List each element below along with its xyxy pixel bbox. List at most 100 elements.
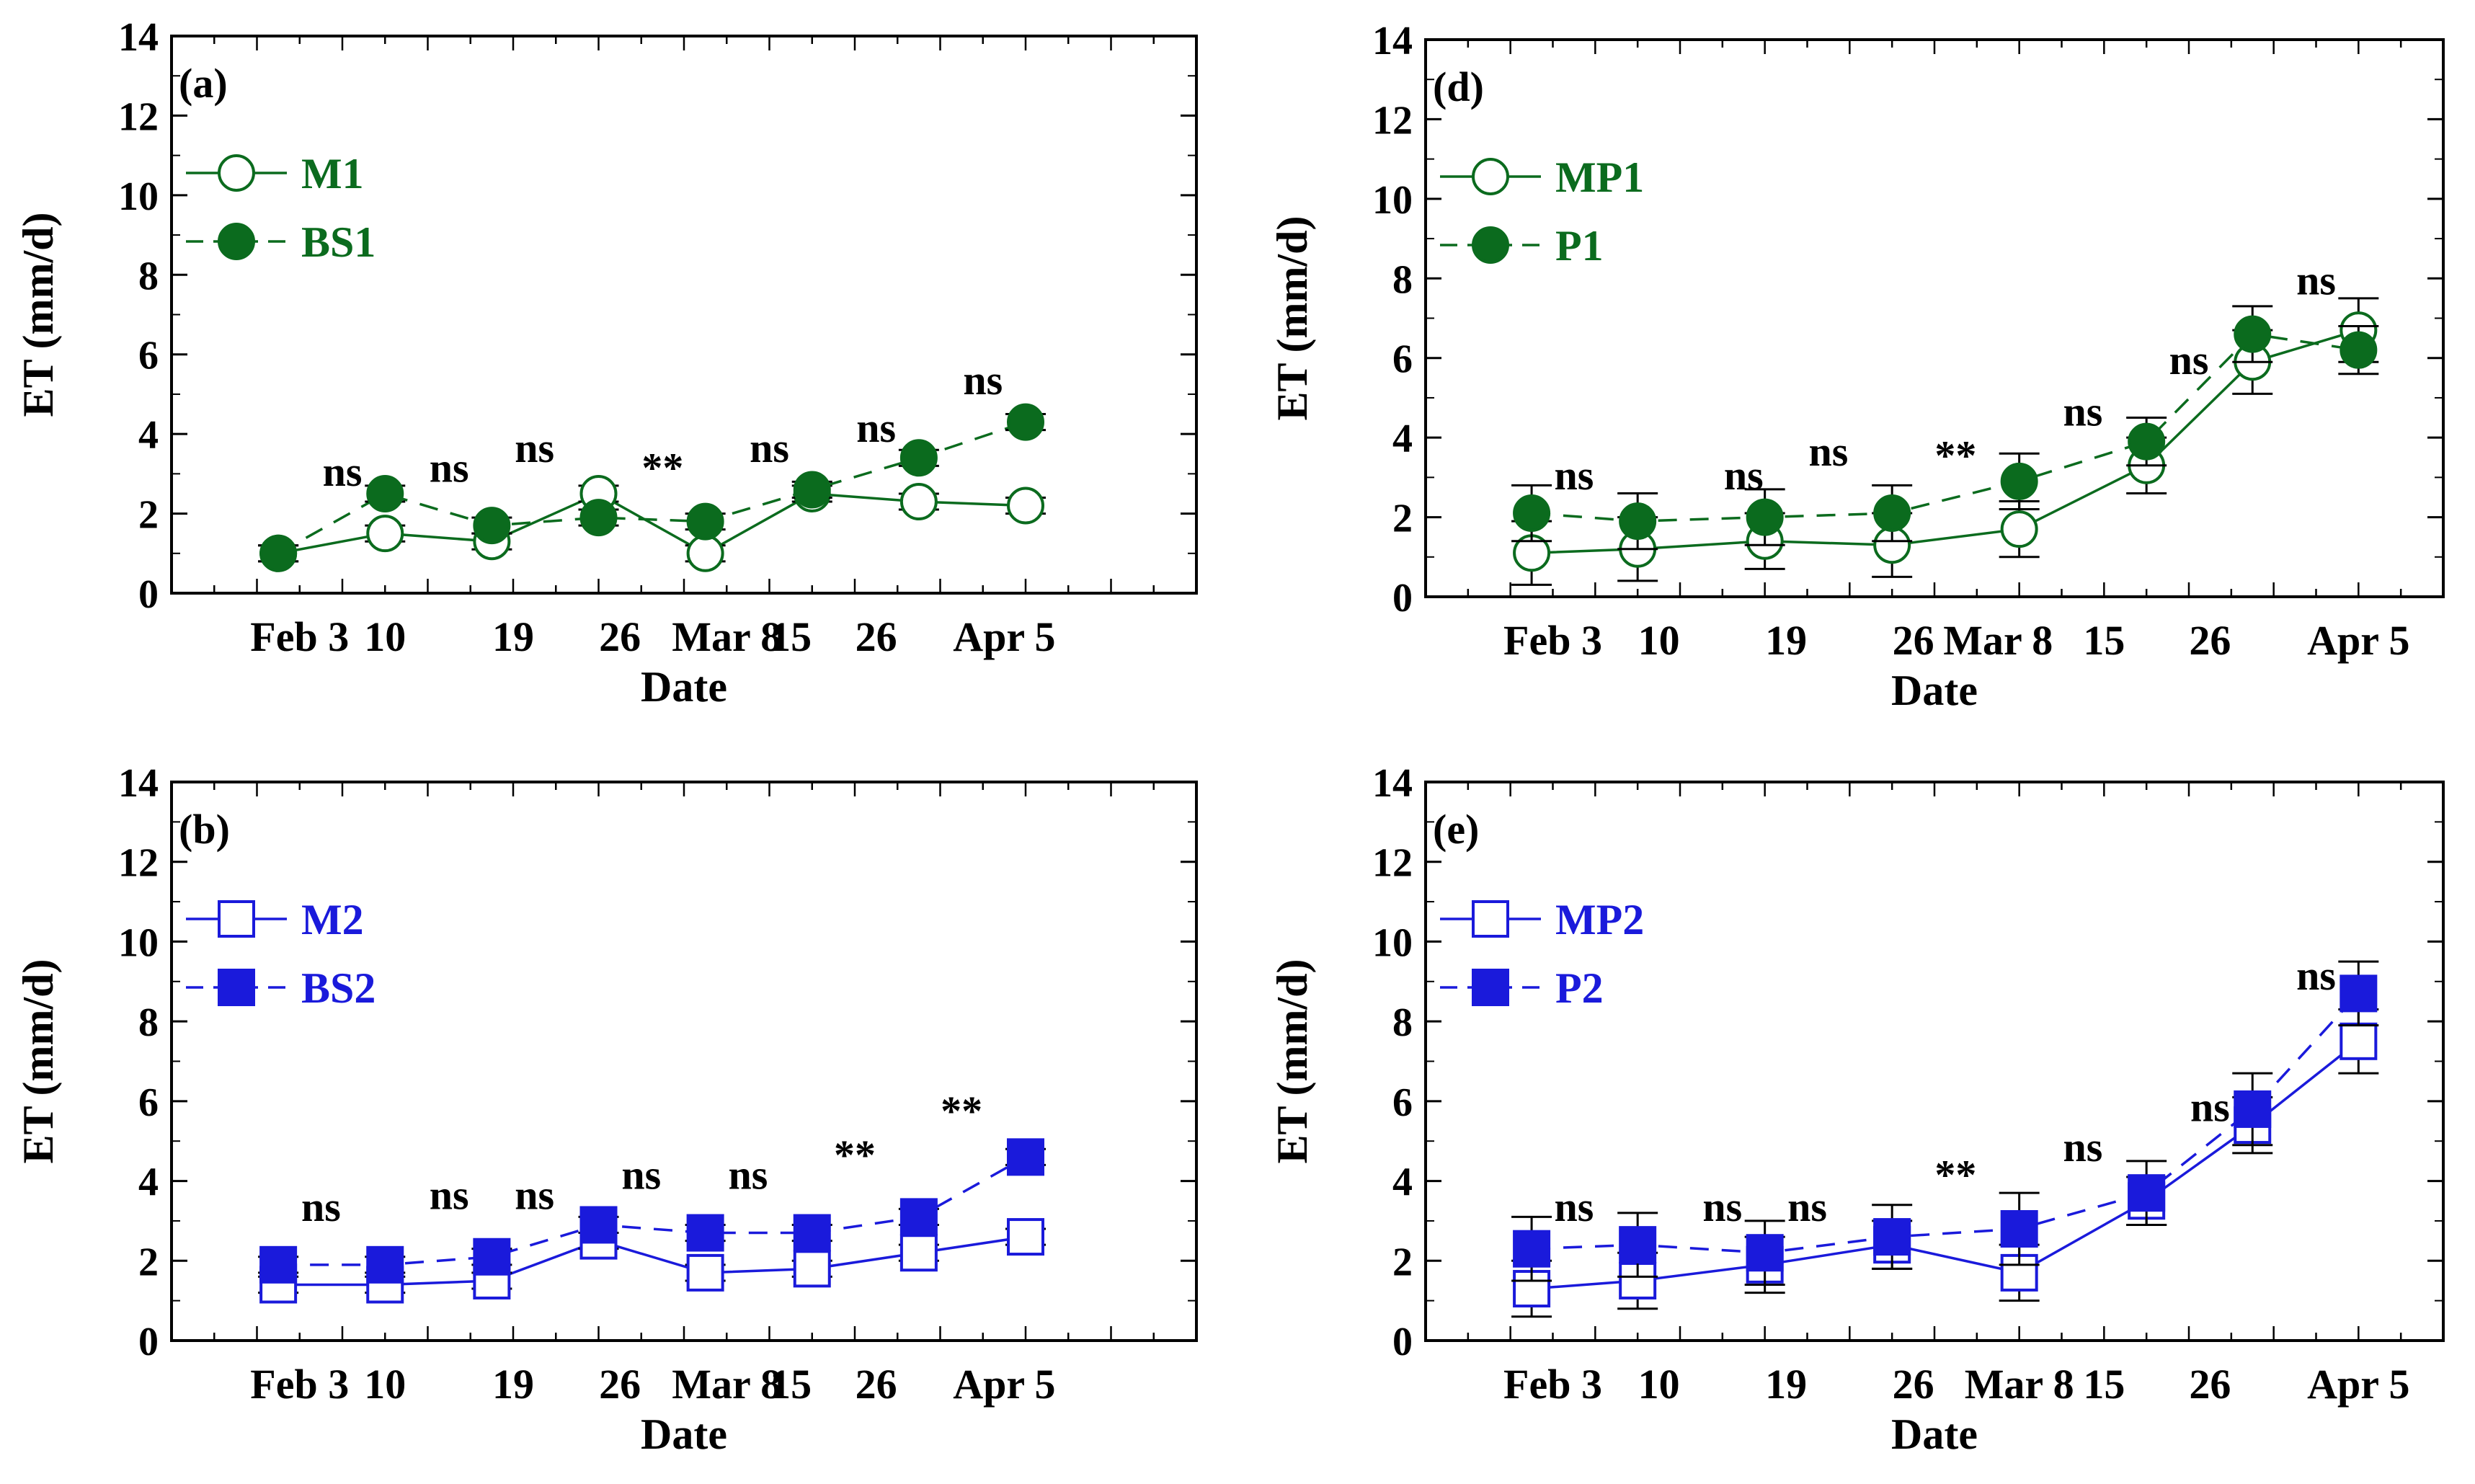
x-tick-label: Mar 8 xyxy=(1965,1361,2074,1408)
plot-frame xyxy=(1424,38,2445,598)
y-tick-label: 2 xyxy=(138,493,159,538)
data-point xyxy=(899,1198,938,1236)
y-axis-title: ET (mm/d) xyxy=(14,959,62,1164)
data-point xyxy=(2340,1022,2378,1060)
data-point xyxy=(2128,1174,2166,1212)
x-tick-label: Apr 5 xyxy=(2307,617,2409,664)
x-tick-label: 26 xyxy=(599,613,641,660)
data-point xyxy=(1472,969,1509,1006)
data-point xyxy=(366,515,404,553)
x-tick-label: Mar 8 xyxy=(1943,617,2053,664)
x-axis-title: Date xyxy=(1891,667,1978,714)
x-tick-label: 10 xyxy=(1638,1361,1680,1408)
x-tick-label: 26 xyxy=(1893,1361,1934,1408)
data-point xyxy=(899,439,938,477)
data-point xyxy=(686,534,724,572)
data-point xyxy=(1007,403,1044,441)
x-tick-label: 19 xyxy=(1765,1361,1807,1408)
data-point xyxy=(1472,226,1509,264)
significance-label: ns xyxy=(323,448,363,495)
significance-label: ns xyxy=(2063,1124,2103,1170)
y-tick-label: 8 xyxy=(1392,1000,1413,1045)
x-tick-label: 26 xyxy=(1893,617,1934,664)
data-point xyxy=(793,471,831,509)
x-tick-label: 15 xyxy=(2083,1361,2125,1408)
y-tick-label: 0 xyxy=(138,1320,159,1364)
significance-label: ns xyxy=(515,1171,554,1218)
y-tick-label: 10 xyxy=(1372,178,1413,223)
panel-e: 0 2 4 6 8 10 12 14 Feb 3 10 19 26 Mar 8 15 26 Apr 5 Date… xyxy=(1268,761,2445,1458)
x-tick-label: 10 xyxy=(364,1361,406,1408)
significance-label: ** xyxy=(834,1132,876,1178)
data-point xyxy=(218,223,255,260)
legend-label: BS1 xyxy=(301,218,376,266)
y-tick-label: 4 xyxy=(1392,417,1413,461)
panel-a: 0 2 4 6 8 10 12 14 Feb 3 10 19 26 Mar 815 26 Apr 5 Date… xyxy=(14,15,1198,711)
x-tick-label: 15 xyxy=(770,1361,812,1408)
significance-label: ns xyxy=(1555,1183,1594,1230)
data-point xyxy=(1746,1234,1784,1272)
significance-label: ns xyxy=(1555,452,1594,499)
data-point xyxy=(473,507,511,545)
data-point xyxy=(2234,315,2272,353)
data-point xyxy=(1472,900,1509,938)
y-tick-label: 14 xyxy=(118,761,159,806)
x-axis-title: Date xyxy=(641,663,727,711)
data-point xyxy=(1007,486,1044,525)
x-tick-label: Feb 3 xyxy=(250,1361,349,1408)
data-point xyxy=(793,1250,831,1288)
data-point xyxy=(259,534,298,572)
x-tick-label: 10 xyxy=(364,613,406,660)
significance-label: ns xyxy=(2190,1084,2230,1131)
series-MP1 xyxy=(1511,297,2379,586)
significance-label: ns xyxy=(301,1183,341,1230)
y-tick-label: 2 xyxy=(138,1240,159,1284)
data-point xyxy=(2000,1210,2038,1248)
significance-label: ns xyxy=(750,425,789,471)
x-tick-label: 26 xyxy=(599,1361,641,1408)
significance-label: ** xyxy=(1934,1152,1976,1199)
panel-label: (b) xyxy=(179,806,230,853)
legend-label: MP2 xyxy=(1555,896,1644,943)
x-tick-label: 26 xyxy=(2189,617,2231,664)
y-tick-label: 0 xyxy=(1392,576,1413,621)
data-point xyxy=(2340,331,2378,369)
x-tick-label: Apr 5 xyxy=(2307,1361,2409,1408)
data-point xyxy=(1472,158,1509,195)
y-tick-label: 10 xyxy=(1372,920,1413,965)
significance-label: ** xyxy=(941,1088,982,1134)
x-tick-label: 26 xyxy=(2189,1361,2231,1408)
data-point xyxy=(366,1245,404,1284)
y-tick-label: 4 xyxy=(1392,1160,1413,1205)
panel-label: (e) xyxy=(1433,806,1479,853)
significance-label: ns xyxy=(430,444,469,491)
y-tick-label: 14 xyxy=(1372,19,1413,63)
plot-frame xyxy=(170,781,1198,1342)
y-tick-label: 8 xyxy=(138,254,159,298)
x-tick-label: 19 xyxy=(1765,617,1807,664)
data-point xyxy=(579,1206,618,1244)
data-point xyxy=(1007,1138,1044,1176)
significance-label: ns xyxy=(963,357,1003,404)
y-tick-label: 14 xyxy=(118,15,159,60)
data-point xyxy=(218,969,255,1006)
series-line xyxy=(1531,332,2359,523)
significance-label: ns xyxy=(1787,1183,1827,1230)
x-tick-label: Apr 5 xyxy=(953,1361,1055,1408)
x-tick-label: 19 xyxy=(492,1361,534,1408)
y-tick-label: 12 xyxy=(118,841,159,886)
data-point xyxy=(366,474,404,512)
data-point xyxy=(686,1253,724,1292)
y-tick-label: 12 xyxy=(1372,98,1413,143)
data-point xyxy=(218,154,255,192)
significance-label: ns xyxy=(856,404,896,451)
significance-label: ns xyxy=(1809,428,1849,475)
data-point xyxy=(1619,502,1657,541)
data-point xyxy=(2000,462,2038,500)
x-tick-label: Apr 5 xyxy=(953,613,1055,660)
series-P2 xyxy=(1511,960,2379,1286)
